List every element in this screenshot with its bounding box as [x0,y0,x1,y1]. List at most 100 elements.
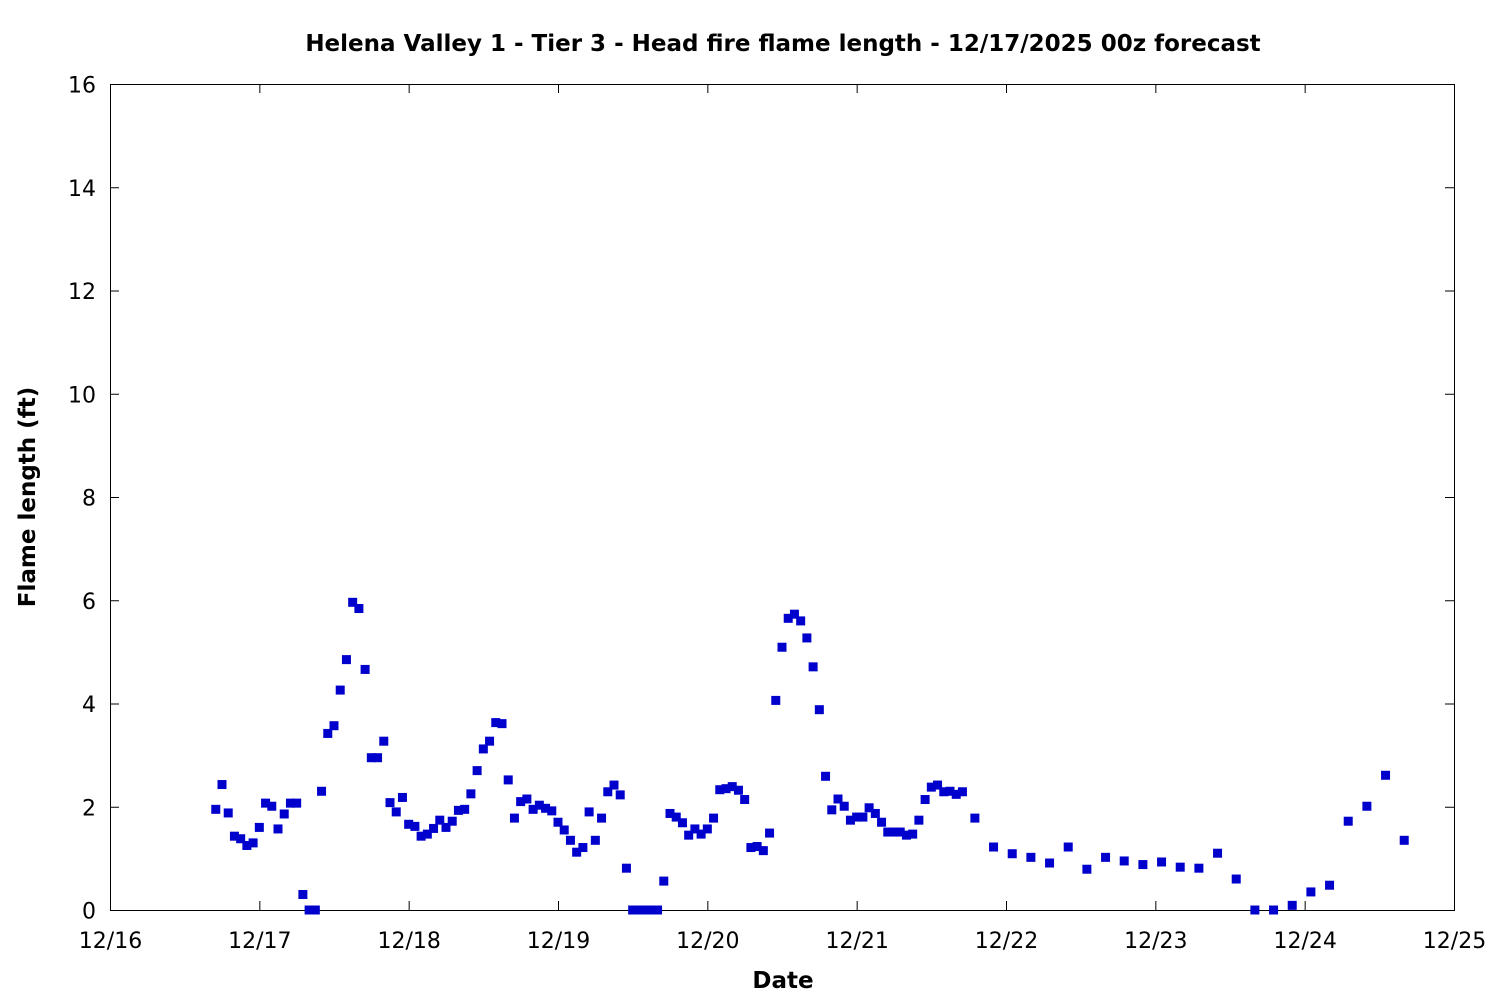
data-point [1063,842,1073,852]
data-point [628,905,638,915]
axis-ticks [110,84,1455,911]
data-point [1287,900,1297,910]
data-point [329,721,339,731]
data-point [1119,856,1129,866]
data-point [422,829,432,839]
data-point [341,655,351,665]
data-point [939,787,949,797]
x-tick-label: 12/22 [975,929,1038,954]
data-point [970,813,980,823]
data-point [727,782,737,792]
data-point [858,812,868,822]
data-point [522,794,532,804]
data-point [1362,801,1372,811]
data-point [267,801,277,811]
data-point [665,808,675,818]
data-point [292,798,302,808]
data-point [348,597,358,607]
data-point [702,824,712,834]
data-point [833,794,843,804]
data-point [777,642,787,652]
data-point [310,905,320,915]
data-point [323,728,333,738]
data-point [572,847,582,857]
y-tick-label: 4 [82,693,96,718]
data-point [677,818,687,828]
data-point [603,787,613,797]
data-point [957,787,967,797]
y-tick-label: 16 [68,74,96,99]
data-point [771,695,781,705]
data-point [821,771,831,781]
data-point [1138,860,1148,870]
data-point [1306,887,1316,897]
data-point [609,780,619,790]
data-point [1250,905,1260,915]
data-point [410,821,420,831]
y-tick-label: 8 [82,487,96,512]
data-point [497,719,507,729]
x-tick-label: 12/17 [228,929,291,954]
data-point [317,786,327,796]
data-point [429,823,439,833]
data-point [335,685,345,695]
data-point [416,831,426,841]
data-point [758,846,768,856]
data-point [373,753,383,763]
data-point [597,813,607,823]
data-point [391,807,401,817]
data-point [453,805,463,815]
data-point [789,609,799,619]
data-point [765,828,775,838]
data-point [578,843,588,853]
data-point [1045,858,1055,868]
y-tick-label: 6 [82,590,96,615]
x-tick-label: 12/24 [1273,929,1336,954]
data-point [877,817,887,827]
data-point [304,905,314,915]
data-point [715,785,725,795]
data-point [926,782,936,792]
data-point [509,813,519,823]
data-point [740,795,750,805]
data-point [466,789,476,799]
data-point [534,800,544,810]
data-point [615,790,625,800]
data-point [559,825,569,835]
y-tick-label: 10 [68,383,96,408]
data-point [1269,905,1279,915]
data-point [864,803,874,813]
data-point [547,806,557,816]
data-point [883,827,893,837]
data-point [827,805,837,815]
data-point [261,798,271,808]
data-point [360,664,370,674]
data-point [1213,848,1223,858]
data-point [254,822,264,832]
data-point [845,815,855,825]
x-tick-label: 12/23 [1124,929,1187,954]
data-point [516,797,526,807]
y-tick-labels: 0 2 4 6 8 10 12 14 16 [68,74,96,925]
data-points [211,597,1409,915]
data-point [721,784,731,794]
data-point [1175,862,1185,872]
data-point [404,819,414,829]
data-point [709,813,719,823]
data-point [1325,880,1335,890]
data-point [242,840,252,850]
data-point [908,829,918,839]
data-point [279,809,289,819]
data-point [696,829,706,839]
data-point [1026,852,1036,862]
data-point [989,842,999,852]
x-tick-label: 12/19 [527,929,590,954]
data-point [541,803,551,813]
data-point [684,830,694,840]
data-point [870,808,880,818]
data-point [385,798,395,808]
data-point [366,753,376,763]
data-point [229,831,239,841]
data-point [1381,770,1391,780]
data-point [814,705,824,715]
